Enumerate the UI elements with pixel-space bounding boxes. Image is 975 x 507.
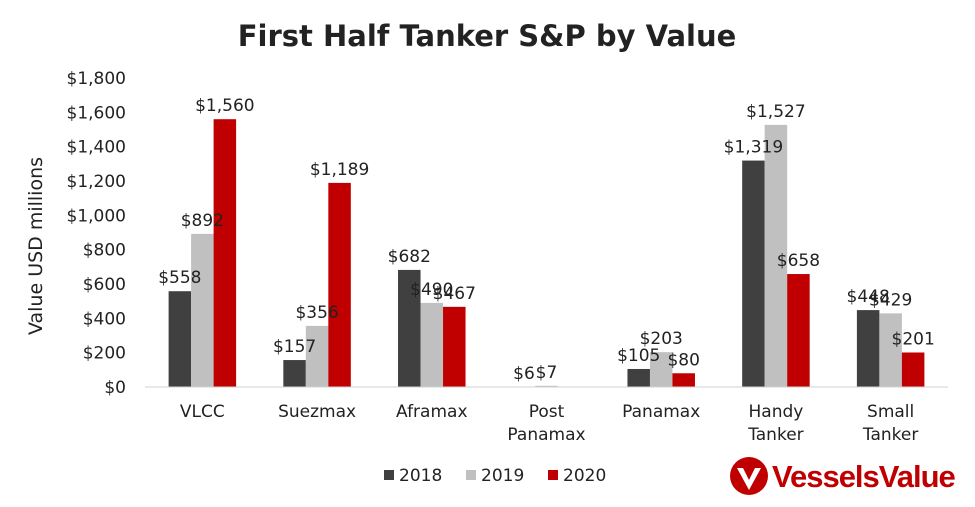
x-category-label: Aframax — [396, 402, 467, 422]
x-category-label: Tanker — [747, 425, 803, 445]
x-category-label: Panamax — [622, 402, 700, 422]
bar-2020 — [787, 274, 810, 387]
bar-2018 — [283, 360, 306, 387]
data-label: $157 — [273, 337, 316, 357]
bar-2019 — [535, 385, 558, 387]
y-axis-label: Value USD millions — [25, 157, 47, 335]
data-label: $448 — [847, 287, 890, 307]
legend-swatch — [466, 470, 476, 480]
bar-2019 — [305, 325, 329, 387]
bar-2018 — [856, 310, 880, 387]
x-category-label: Panamax — [507, 425, 585, 445]
x-category-label: Post — [529, 402, 565, 422]
bar-2020 — [328, 182, 351, 387]
legend-swatch — [548, 470, 558, 480]
data-label: $80 — [667, 350, 699, 370]
vesselsvalue-logo: VesselsValue — [730, 457, 957, 495]
y-tick-label: $600 — [83, 275, 126, 295]
data-label: $7 — [536, 363, 558, 383]
logo-mark-shape — [737, 468, 761, 490]
x-category-label: Tanker — [862, 425, 918, 445]
bars-group — [168, 119, 925, 388]
bar-2020 — [443, 306, 466, 387]
data-label: $1,527 — [746, 102, 805, 122]
x-category-label: VLCC — [180, 402, 225, 422]
data-label: $467 — [433, 284, 476, 304]
bar-2018 — [168, 291, 192, 387]
y-tick-label: $200 — [83, 344, 126, 364]
logo-text: VesselsValue — [772, 459, 956, 494]
data-label: $1,560 — [195, 96, 254, 116]
data-label: $490 — [410, 280, 453, 300]
bar-2019 — [191, 233, 214, 387]
bar-2018 — [742, 160, 765, 387]
legend-swatch — [384, 470, 394, 480]
y-axis-ticks: $0 $200 $400 $600 $800 $1,000 $1,200 $1,400 $1,6… — [67, 69, 126, 398]
data-label: $682 — [388, 247, 431, 267]
data-label: $429 — [869, 290, 912, 310]
data-label: $105 — [617, 346, 660, 366]
data-label: $201 — [892, 329, 935, 349]
data-label: $1,189 — [310, 160, 369, 180]
data-label: $892 — [181, 211, 224, 231]
data-label: $658 — [777, 251, 820, 271]
x-category-label: Suezmax — [278, 402, 356, 422]
y-tick-label: $1,400 — [67, 138, 126, 158]
logo-mark-icon — [730, 457, 768, 495]
x-category-label: Handy — [749, 402, 804, 422]
y-tick-label: $800 — [83, 241, 126, 261]
legend: 2018 2019 2020 — [384, 466, 606, 486]
bar-2018 — [627, 368, 650, 387]
legend-label: 2018 — [399, 466, 442, 486]
chart-title: First Half Tanker S&P by Value — [238, 19, 737, 53]
x-axis-categories: VLCC Suezmax Aframax Post Panamax Panamax Hand… — [180, 402, 918, 445]
data-label: $356 — [295, 303, 338, 323]
bar-2019 — [420, 302, 444, 387]
y-tick-label: $0 — [104, 378, 126, 398]
y-tick-label: $1,000 — [67, 206, 126, 226]
bar-2020 — [672, 373, 695, 387]
legend-label: 2019 — [481, 466, 524, 486]
bar-2020 — [213, 119, 237, 387]
data-labels-group: $558 $892 $1,560 $157 $356 $1,189 $682 $490$467… — [158, 96, 935, 384]
legend-label: 2020 — [563, 466, 606, 486]
data-label: $558 — [158, 268, 201, 288]
data-label: $203 — [640, 329, 683, 349]
bar-2019 — [879, 313, 902, 387]
y-tick-label: $1,600 — [67, 103, 126, 123]
bar-2019 — [764, 124, 788, 388]
y-tick-label: $1,800 — [67, 69, 126, 89]
data-label: $6 — [513, 364, 535, 384]
y-tick-label: $400 — [83, 309, 126, 329]
data-label: $1,319 — [724, 138, 783, 158]
bar-2020 — [901, 352, 925, 387]
y-tick-label: $1,200 — [67, 172, 126, 192]
x-category-label: Small — [867, 402, 914, 422]
bar-2018 — [398, 269, 421, 387]
bar-2019 — [649, 352, 673, 387]
